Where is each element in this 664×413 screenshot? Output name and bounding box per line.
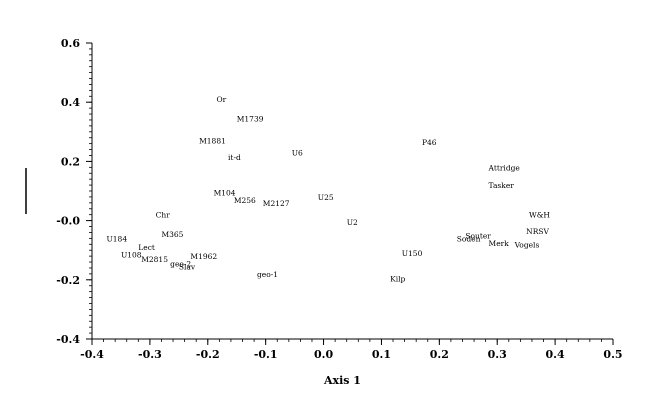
point-label: U150 bbox=[402, 249, 423, 258]
point-label: M1881 bbox=[199, 137, 226, 146]
point-label: Chr bbox=[156, 211, 171, 220]
y-tick-label: -0.0 bbox=[56, 215, 80, 228]
point-label: M2127 bbox=[263, 199, 290, 208]
point-label: Kilp bbox=[390, 274, 405, 283]
point-label: Lect bbox=[138, 243, 155, 252]
point-label: U184 bbox=[106, 234, 127, 243]
axis-tick-labels: 0.6 0.4 0.2 -0.0 -0.2 -0.4-0.4 -0.3 -0.2 -0.1 0.0… bbox=[56, 37, 622, 361]
point-label: Vogels bbox=[514, 240, 540, 249]
point-label: NRSV bbox=[526, 227, 549, 236]
x-axis-title: Axis 1 bbox=[323, 374, 361, 387]
point-label: Slav bbox=[179, 262, 196, 271]
point-label: M256 bbox=[234, 196, 256, 205]
x-tick-label: 0.0 bbox=[314, 348, 333, 361]
x-tick-label: -0.2 bbox=[196, 348, 220, 361]
point-label: Merk bbox=[489, 239, 510, 248]
point-label: Soden bbox=[457, 234, 481, 243]
x-tick-label: 0.3 bbox=[488, 348, 507, 361]
point-label: geo-2 bbox=[170, 260, 191, 269]
x-tick-label: -0.1 bbox=[254, 348, 278, 361]
point-label: U6 bbox=[292, 149, 303, 158]
y-tick-label: -0.4 bbox=[56, 333, 80, 346]
point-label: U108 bbox=[121, 251, 142, 260]
point-label: M104 bbox=[214, 188, 236, 197]
y-tick-label: 0.6 bbox=[61, 37, 80, 50]
point-label: M1739 bbox=[237, 114, 264, 123]
point-label: U2 bbox=[347, 218, 358, 227]
point-label: geo-1 bbox=[257, 270, 278, 279]
point-label: M1962 bbox=[190, 252, 217, 261]
x-tick-label: 0.5 bbox=[603, 348, 622, 361]
point-label: M2815 bbox=[141, 255, 168, 264]
point-label: U25 bbox=[318, 193, 334, 202]
point-label: W&H bbox=[529, 211, 550, 220]
point-label: Tasker bbox=[489, 181, 515, 190]
point-label: it-d bbox=[228, 153, 241, 162]
x-tick-label: 0.1 bbox=[372, 348, 391, 361]
x-tick-label: -0.3 bbox=[138, 348, 162, 361]
x-tick-label: 0.2 bbox=[430, 348, 449, 361]
point-label: P46 bbox=[422, 138, 437, 147]
point-label: Attridge bbox=[488, 163, 521, 172]
x-tick-label: 0.4 bbox=[546, 348, 565, 361]
y-tick-label: 0.4 bbox=[61, 96, 80, 109]
point-label: Souter bbox=[465, 231, 491, 240]
point-label: Or bbox=[216, 95, 226, 104]
x-tick-label: -0.4 bbox=[80, 348, 104, 361]
axis-ticks bbox=[86, 42, 614, 345]
y-tick-label: 0.2 bbox=[61, 155, 80, 168]
point-label: M365 bbox=[161, 230, 183, 239]
y-tick-label: -0.2 bbox=[56, 274, 80, 287]
